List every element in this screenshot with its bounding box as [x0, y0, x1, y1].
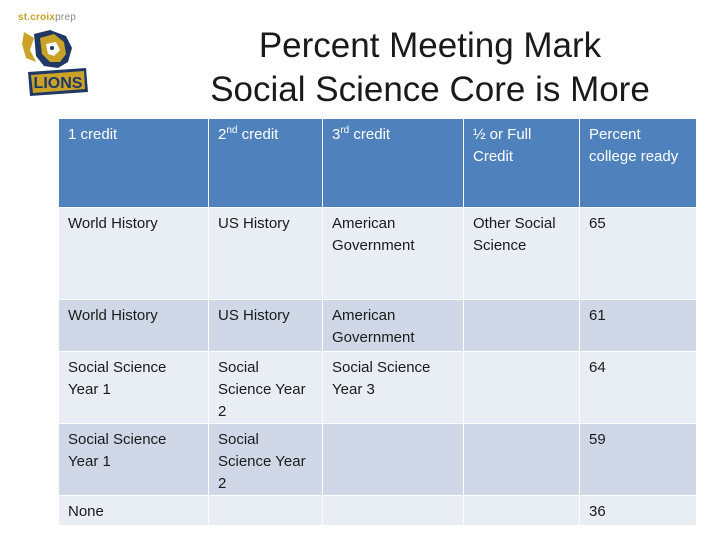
table-cell: Other Social Science: [463, 207, 580, 300]
table-cell: 61: [579, 299, 697, 352]
logo-brand-main: st.croix: [18, 12, 56, 23]
header-text: ½ or Full Credit: [473, 126, 532, 165]
header-superscript: rd: [340, 125, 350, 136]
table-cell: 65: [579, 207, 697, 300]
table-row: World History US History American Govern…: [58, 207, 697, 300]
slide-title: Percent Meeting Mark Social Science Core…: [180, 24, 680, 112]
header-text: Percent college ready: [589, 126, 679, 165]
table-cell: American Government: [322, 299, 464, 352]
header-text: 2: [218, 126, 227, 143]
table-cell: US History: [208, 299, 323, 352]
table-cell: Social Science Year 2: [208, 423, 323, 496]
header-text: 1 credit: [68, 126, 118, 143]
header-superscript: nd: [226, 125, 238, 136]
credits-table: 1 credit 2nd credit 3rd credit ½ or Full…: [58, 118, 697, 526]
table-cell: American Government: [322, 207, 464, 300]
lion-mascot-icon: LIONS: [22, 30, 88, 96]
table-header-row: 1 credit 2nd credit 3rd credit ½ or Full…: [58, 118, 697, 208]
school-logo: st.croixprep LIONS: [14, 10, 96, 102]
table-cell: [322, 495, 464, 526]
table-cell: World History: [58, 207, 209, 300]
title-line-2: Social Science Core is More: [210, 70, 650, 109]
table-cell: 59: [579, 423, 697, 496]
table-cell: 64: [579, 351, 697, 424]
table-cell: [463, 351, 580, 424]
table-cell: Social Science Year 2: [208, 351, 323, 424]
header-cell: 2nd credit: [208, 118, 323, 208]
header-text: 3: [332, 126, 341, 143]
logo-wordmark: st.croixprep: [18, 12, 76, 23]
table-cell: None: [58, 495, 209, 526]
header-cell: Percent college ready: [579, 118, 697, 208]
table-row: Social Science Year 1 Social Science Yea…: [58, 351, 697, 424]
table-row: None 36: [58, 495, 697, 526]
table-row: World History US History American Govern…: [58, 299, 697, 352]
logo-brand-sub: prep: [55, 12, 76, 23]
table-cell: US History: [208, 207, 323, 300]
table-cell: [463, 495, 580, 526]
logo-mascot-text: LIONS: [34, 75, 83, 92]
title-line-1: Percent Meeting Mark: [258, 26, 602, 65]
header-cell: 3rd credit: [322, 118, 464, 208]
header-text-rest: credit: [349, 126, 391, 143]
table-row: Social Science Year 1 Social Science Yea…: [58, 423, 697, 496]
header-text-rest: credit: [237, 126, 279, 143]
header-cell: 1 credit: [58, 118, 209, 208]
table-cell: [463, 299, 580, 352]
header-cell: ½ or Full Credit: [463, 118, 580, 208]
table-cell: Social Science Year 1: [58, 423, 209, 496]
table-cell: Social Science Year 3: [322, 351, 464, 424]
table-cell: World History: [58, 299, 209, 352]
table-cell: [463, 423, 580, 496]
table-cell: [208, 495, 323, 526]
table-cell: 36: [579, 495, 697, 526]
table-cell: Social Science Year 1: [58, 351, 209, 424]
table-cell: [322, 423, 464, 496]
